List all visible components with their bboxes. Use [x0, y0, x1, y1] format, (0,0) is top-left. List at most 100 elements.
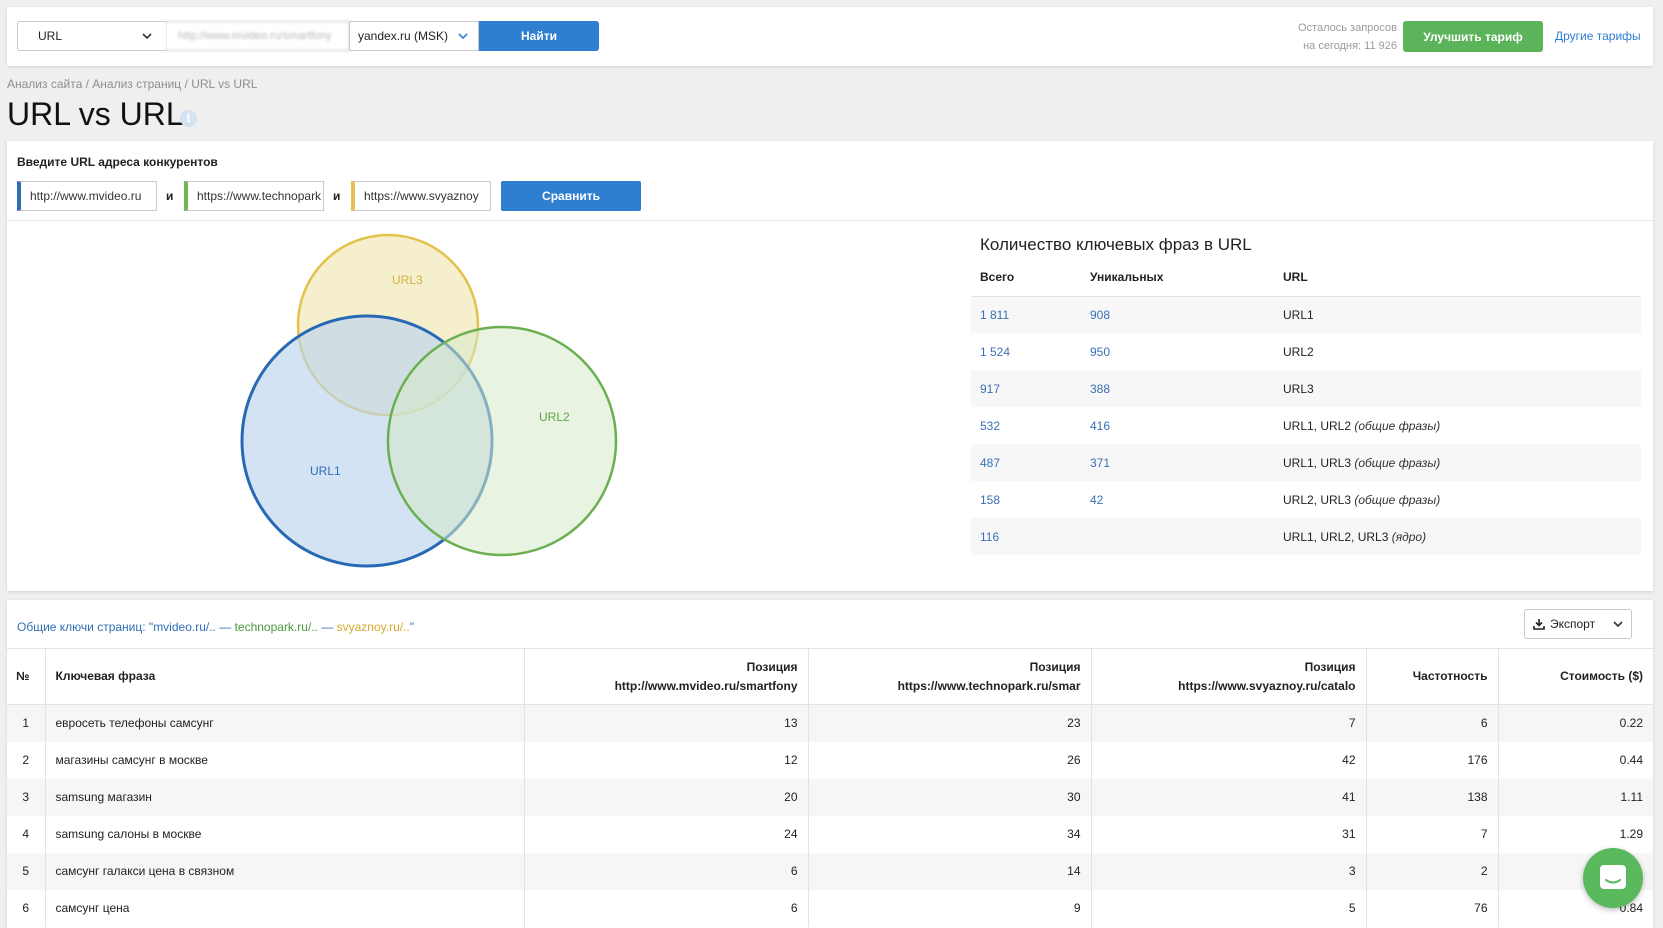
frequency-cell: 7 — [1366, 815, 1499, 853]
position-url2-cell: 30 — [808, 778, 1092, 816]
url-group: URL2, URL3 (общие фразы) — [1274, 481, 1641, 518]
position-url1-cell: 24 — [524, 815, 809, 853]
common-keys-sep: — — [317, 620, 337, 634]
keyphrases-row: 116 URL1, URL2, URL3 (ядро) — [971, 518, 1641, 555]
url-group-label: URL1, URL3 — [1283, 455, 1352, 470]
common-keys-panel: Общие ключи страниц: "mvideo.ru/.. — tec… — [7, 600, 1653, 928]
unique-count[interactable]: 416 — [1081, 407, 1274, 444]
url1-input[interactable]: http://www.mvideo.ru — [17, 181, 157, 211]
chat-button[interactable] — [1583, 848, 1643, 908]
table-header-row: № Ключевая фраза Позиция http://www.mvid… — [7, 648, 1653, 705]
common-keys-prefix: Общие ключи страниц: " — [17, 620, 154, 634]
position-url3-cell: 41 — [1091, 778, 1367, 816]
url-group-note: (ядро) — [1391, 529, 1427, 544]
total-count[interactable]: 1 811 — [971, 296, 1081, 333]
column-header-keyword[interactable]: Ключевая фраза — [45, 648, 525, 705]
keyphrases-header-row: Всего Уникальных URL — [971, 259, 1641, 297]
total-count[interactable]: 532 — [971, 407, 1081, 444]
url-group-label: URL1, URL2 — [1283, 418, 1352, 433]
other-tariffs-link[interactable]: Другие тарифы — [1555, 29, 1641, 43]
panel-divider — [7, 220, 1653, 221]
column-header-position-url1[interactable]: Позиция http://www.mvideo.ru/smartfony — [524, 648, 809, 705]
quota-info: Осталось запросов на сегодня: 11 926 — [1267, 19, 1397, 55]
unique-count[interactable] — [1081, 518, 1274, 555]
keyword-cell: магазины самсунг в москве — [45, 741, 525, 779]
url-group-label: URL1 — [1283, 307, 1314, 322]
export-button[interactable]: Экспорт — [1524, 609, 1632, 639]
url-group: URL1, URL2, URL3 (ядро) — [1274, 518, 1641, 555]
position-url: https://www.technopark.ru/smar — [897, 678, 1081, 693]
keyphrases-row: 917 388 URL3 — [971, 370, 1641, 407]
unique-count[interactable]: 950 — [1081, 333, 1274, 370]
column-header-cost[interactable]: Стоимость ($) — [1498, 648, 1653, 705]
info-icon[interactable]: i — [180, 110, 197, 127]
search-query-input[interactable]: http://www.mvideo.ru/smartfony — [166, 21, 350, 51]
total-count[interactable]: 917 — [971, 370, 1081, 407]
url3-input[interactable]: https://www.svyaznoy — [351, 181, 491, 211]
breadcrumb: Анализ сайта / Анализ страниц / URL vs U… — [7, 77, 257, 91]
keyphrases-table: Всего Уникальных URL 1 811 908 URL1 1 52… — [971, 259, 1641, 555]
table-row: 3 samsung магазин 20 30 41 138 1.11 — [7, 778, 1653, 816]
cost-cell: 1.11 — [1498, 778, 1653, 816]
common-keys-site2: technopark.ru/.. — [234, 620, 318, 634]
search-type-select[interactable]: URL — [17, 21, 167, 51]
unique-count[interactable]: 371 — [1081, 444, 1274, 481]
breadcrumb-item-page-analysis[interactable]: Анализ страниц — [92, 77, 182, 91]
venn-label-url2: URL2 — [539, 410, 570, 424]
position-url1-cell: 12 — [524, 741, 809, 779]
unique-count[interactable]: 42 — [1081, 481, 1274, 518]
unique-count[interactable]: 388 — [1081, 370, 1274, 407]
position-url1-cell: 6 — [524, 852, 809, 890]
find-button[interactable]: Найти — [479, 21, 599, 51]
upgrade-tariff-button[interactable]: Улучшить тариф — [1403, 21, 1543, 52]
url-group-note: (общие фразы) — [1354, 418, 1441, 433]
position-url1-cell: 6 — [524, 889, 809, 927]
total-count[interactable]: 487 — [971, 444, 1081, 481]
common-keys-site3: svyaznoy.ru/.. — [336, 620, 410, 634]
position-url1-cell: 20 — [524, 778, 809, 816]
column-header-frequency[interactable]: Частотность — [1366, 648, 1499, 705]
position-url3-cell: 7 — [1091, 704, 1367, 742]
position-url: https://www.svyaznoy.ru/catalo — [1178, 678, 1356, 693]
unique-count[interactable]: 908 — [1081, 296, 1274, 333]
position-url2-cell: 34 — [808, 815, 1092, 853]
position-url2-cell: 23 — [808, 704, 1092, 742]
table-row: 1 евросеть телефоны самсунг 13 23 7 6 0.… — [7, 704, 1653, 742]
common-keys-title: Общие ключи страниц: "mvideo.ru/.. — tec… — [17, 620, 414, 634]
position-url3-cell: 42 — [1091, 741, 1367, 779]
row-number: 2 — [7, 741, 46, 779]
url-group-note: (общие фразы) — [1354, 492, 1441, 507]
keyword-cell: самсунг галакси цена в связном — [45, 852, 525, 890]
column-header-position-url2[interactable]: Позиция https://www.technopark.ru/smar — [808, 648, 1092, 705]
url-group-note: (общие фразы) — [1354, 455, 1441, 470]
url-group: URL1 — [1274, 296, 1641, 333]
position-label: Позиция — [1029, 659, 1081, 674]
chevron-down-icon — [458, 32, 468, 39]
keyword-cell: samsung салоны в москве — [45, 815, 525, 853]
database-value: yandex.ru (MSK) — [358, 29, 449, 43]
database-select[interactable]: yandex.ru (MSK) — [349, 21, 479, 51]
url2-input[interactable]: https://www.technopark — [184, 181, 324, 211]
keyword-cell: евросеть телефоны самсунг — [45, 704, 525, 742]
breadcrumb-item-site-analysis[interactable]: Анализ сайта — [7, 77, 83, 91]
search-query-value: http://www.mvideo.ru/smartfony — [178, 30, 332, 42]
frequency-cell: 176 — [1366, 741, 1499, 779]
row-number: 4 — [7, 815, 46, 853]
column-header-number[interactable]: № — [7, 648, 46, 705]
total-count[interactable]: 158 — [971, 481, 1081, 518]
frequency-cell: 138 — [1366, 778, 1499, 816]
keyphrases-row: 532 416 URL1, URL2 (общие фразы) — [971, 407, 1641, 444]
total-count[interactable]: 1 524 — [971, 333, 1081, 370]
table-row: 5 самсунг галакси цена в связном 6 14 3 … — [7, 852, 1653, 890]
common-keys-sep: — — [215, 620, 235, 634]
column-header-unique: Уникальных — [1081, 259, 1274, 297]
column-header-position-url3[interactable]: Позиция https://www.svyaznoy.ru/catalo — [1091, 648, 1367, 705]
position-url3-cell: 31 — [1091, 815, 1367, 853]
compare-button[interactable]: Сравнить — [501, 181, 641, 211]
common-keys-suffix: " — [409, 620, 415, 634]
cost-cell: 0.44 — [1498, 741, 1653, 779]
breadcrumb-item-current: URL vs URL — [191, 77, 258, 91]
total-count[interactable]: 116 — [971, 518, 1081, 555]
frequency-cell: 6 — [1366, 704, 1499, 742]
position-url: http://www.mvideo.ru/smartfony — [614, 678, 798, 693]
